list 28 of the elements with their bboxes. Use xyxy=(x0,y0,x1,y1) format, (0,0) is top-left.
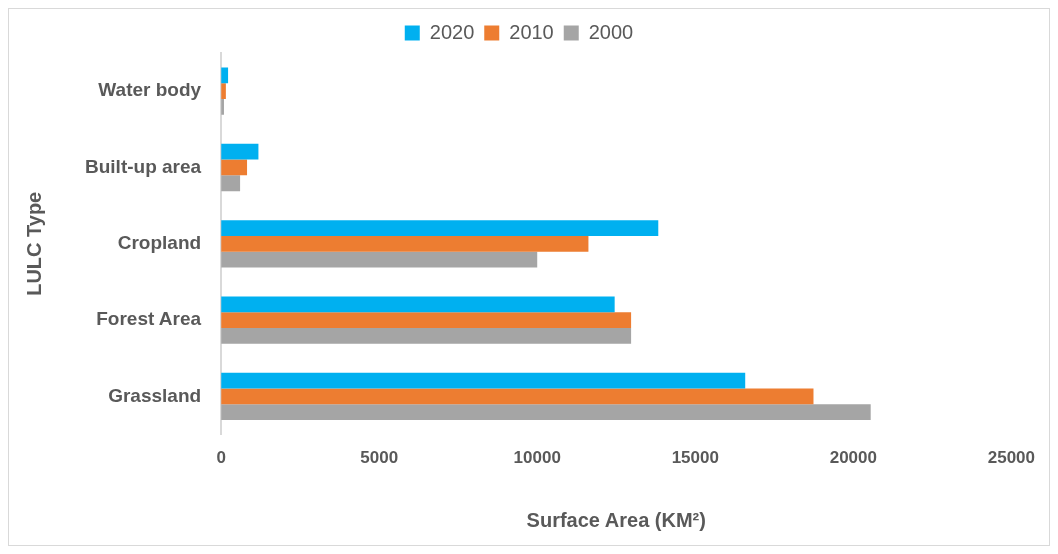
x-tick-label: 0 xyxy=(216,448,226,468)
y-tick-label: Forest Area xyxy=(96,308,202,330)
bar xyxy=(221,143,259,160)
legend-label: 2000 xyxy=(588,20,634,43)
x-tick-label: 5000 xyxy=(360,448,399,468)
bar xyxy=(221,220,659,236)
legend-label: 2020 xyxy=(429,20,475,43)
y-tick-label: Water body xyxy=(98,79,202,101)
x-tick-label: 10000 xyxy=(513,448,561,468)
y-tick-label: Built-up area xyxy=(85,155,202,177)
x-axis-title: Surface Area (KM²) xyxy=(526,508,706,531)
x-tick-label: 25000 xyxy=(987,448,1035,468)
bar xyxy=(221,251,538,268)
x-tick-label: 20000 xyxy=(829,448,877,468)
legend-label: 2010 xyxy=(509,20,554,43)
bar xyxy=(221,235,589,252)
bar xyxy=(221,328,632,344)
bar xyxy=(221,159,248,176)
bar xyxy=(221,404,871,421)
bar xyxy=(221,388,814,405)
bar xyxy=(221,175,241,192)
y-tick-label: Cropland xyxy=(117,232,202,254)
y-axis-title: LULC Type xyxy=(22,191,45,296)
bar xyxy=(221,312,632,329)
bar xyxy=(221,296,615,313)
x-tick-label: 15000 xyxy=(671,448,719,468)
bar xyxy=(221,372,746,389)
y-tick-label: Grassland xyxy=(108,384,202,406)
